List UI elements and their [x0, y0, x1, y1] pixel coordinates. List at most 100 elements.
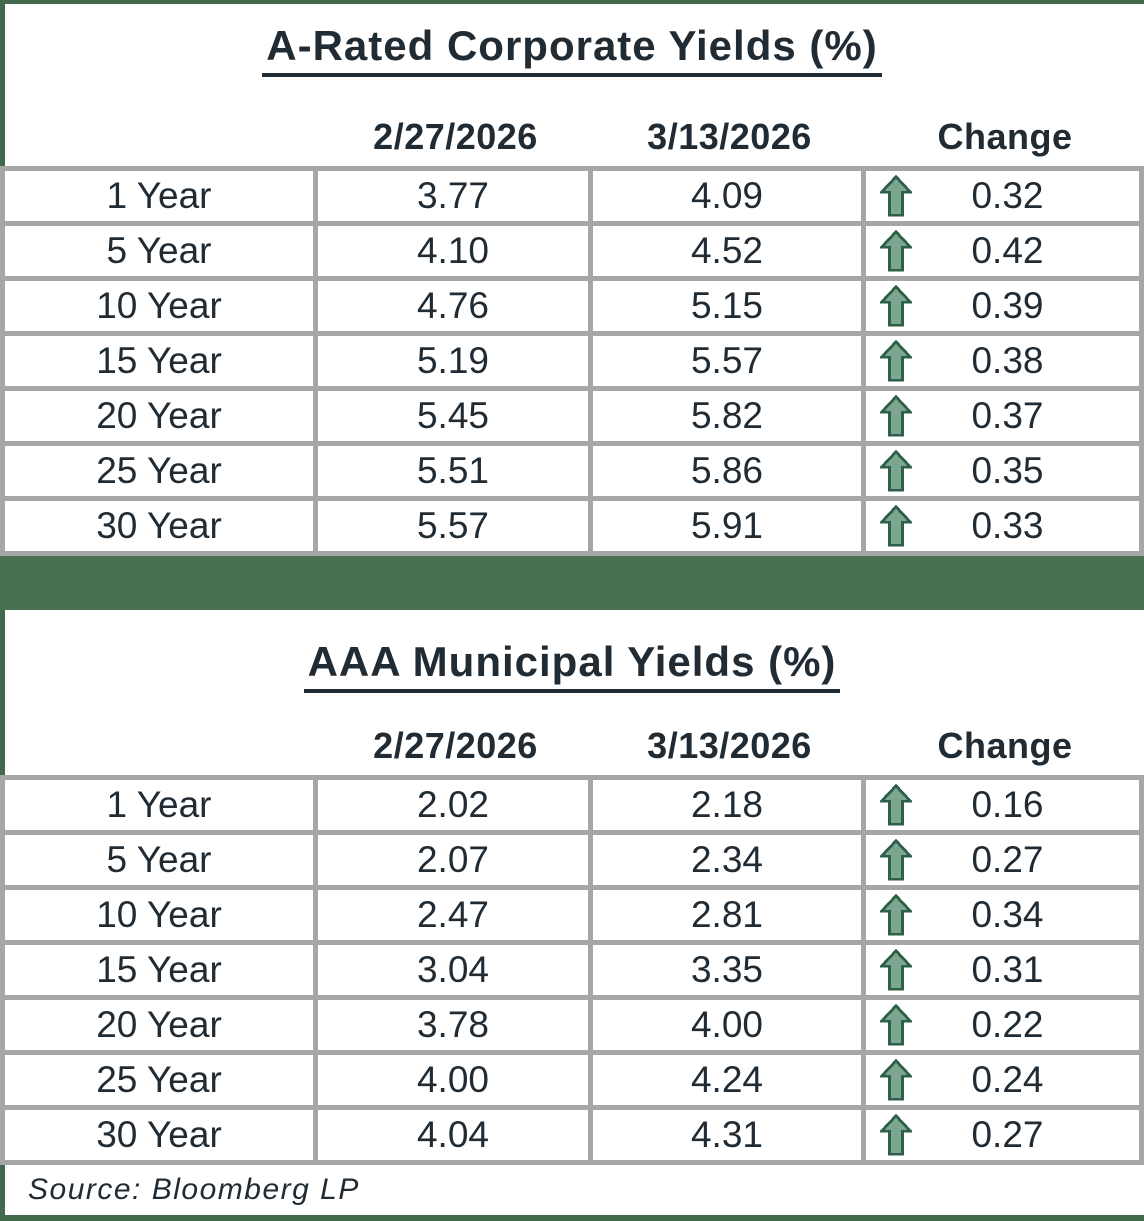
change-value: 0.27	[971, 839, 1044, 880]
maturity-label: 1 Year	[5, 171, 313, 221]
curr-date-yield: 5.82	[593, 391, 861, 441]
up-arrow-icon	[880, 285, 912, 327]
change-cell: 0.31	[866, 945, 1139, 995]
prev-date-yield: 5.51	[318, 446, 588, 496]
curr-date-yield: 2.18	[593, 780, 861, 830]
municipal-yields-table: 1 Year 2.02 2.18 0.16 5 Year 2.07 2.34 0…	[0, 775, 1144, 1165]
section-separator-band	[0, 556, 1144, 610]
up-arrow-icon	[880, 340, 912, 382]
prev-date-yield: 3.77	[318, 171, 588, 221]
maturity-label: 10 Year	[5, 890, 313, 940]
change-value: 0.27	[971, 1114, 1044, 1155]
change-value: 0.31	[971, 949, 1044, 990]
curr-date-yield: 5.86	[593, 446, 861, 496]
maturity-label: 15 Year	[5, 336, 313, 386]
change-value: 0.24	[971, 1059, 1044, 1100]
change-cell: 0.39	[866, 281, 1139, 331]
prev-date-yield: 2.07	[318, 835, 588, 885]
change-value: 0.39	[971, 285, 1044, 326]
top-green-rule	[0, 0, 1144, 4]
municipal-column-headers: 2/27/2026 3/13/2026 Change	[0, 721, 1144, 771]
change-cell: 0.16	[866, 780, 1139, 830]
maturity-label: 20 Year	[5, 1000, 313, 1050]
maturity-label: 1 Year	[5, 780, 313, 830]
prev-date-yield: 3.04	[318, 945, 588, 995]
prev-date-yield: 3.78	[318, 1000, 588, 1050]
column-header-change: Change	[937, 725, 1073, 766]
source-row: Source: Bloomberg LP	[0, 1165, 1144, 1215]
curr-date-yield: 4.24	[593, 1055, 861, 1105]
curr-date-yield: 3.35	[593, 945, 861, 995]
column-header-change: Change	[937, 116, 1073, 157]
prev-date-yield: 2.47	[318, 890, 588, 940]
up-arrow-icon	[880, 1114, 912, 1156]
column-header-curr-date: 3/13/2026	[647, 116, 812, 157]
up-arrow-icon	[880, 1059, 912, 1101]
curr-date-yield: 4.31	[593, 1110, 861, 1160]
curr-date-yield: 4.09	[593, 171, 861, 221]
prev-date-yield: 4.00	[318, 1055, 588, 1105]
municipal-table-title: AAA Municipal Yields (%)	[303, 638, 841, 693]
up-arrow-icon	[880, 175, 912, 217]
up-arrow-icon	[880, 395, 912, 437]
up-arrow-icon	[880, 505, 912, 547]
source-note: Source: Bloomberg LP	[28, 1173, 360, 1206]
prev-date-yield: 2.02	[318, 780, 588, 830]
prev-date-yield: 4.04	[318, 1110, 588, 1160]
up-arrow-icon	[880, 784, 912, 826]
change-value: 0.22	[971, 1004, 1044, 1045]
prev-date-yield: 4.76	[318, 281, 588, 331]
curr-date-yield: 5.57	[593, 336, 861, 386]
maturity-label: 30 Year	[5, 1110, 313, 1160]
change-cell: 0.32	[866, 171, 1139, 221]
maturity-label: 5 Year	[5, 835, 313, 885]
maturity-label: 25 Year	[5, 446, 313, 496]
change-value: 0.38	[971, 340, 1044, 381]
up-arrow-icon	[880, 894, 912, 936]
change-value: 0.32	[971, 175, 1044, 216]
corporate-table-title: A-Rated Corporate Yields (%)	[262, 22, 882, 77]
column-header-curr-date: 3/13/2026	[647, 725, 812, 766]
bottom-green-rule	[0, 1215, 1144, 1221]
change-cell: 0.38	[866, 336, 1139, 386]
prev-date-yield: 5.45	[318, 391, 588, 441]
maturity-label: 20 Year	[5, 391, 313, 441]
change-cell: 0.27	[866, 1110, 1139, 1160]
corporate-section-header: A-Rated Corporate Yields (%) 2/27/2026 3…	[0, 4, 1144, 166]
change-cell: 0.35	[866, 446, 1139, 496]
up-arrow-icon	[880, 1004, 912, 1046]
change-cell: 0.27	[866, 835, 1139, 885]
change-value: 0.42	[971, 230, 1044, 271]
change-value: 0.33	[971, 505, 1044, 546]
maturity-label: 25 Year	[5, 1055, 313, 1105]
curr-date-yield: 4.00	[593, 1000, 861, 1050]
change-value: 0.35	[971, 450, 1044, 491]
change-cell: 0.42	[866, 226, 1139, 276]
maturity-label: 5 Year	[5, 226, 313, 276]
curr-date-yield: 2.81	[593, 890, 861, 940]
curr-date-yield: 2.34	[593, 835, 861, 885]
up-arrow-icon	[880, 949, 912, 991]
left-green-rule	[0, 0, 5, 1221]
prev-date-yield: 5.57	[318, 501, 588, 551]
change-cell: 0.33	[866, 501, 1139, 551]
curr-date-yield: 4.52	[593, 226, 861, 276]
municipal-section-header: AAA Municipal Yields (%) 2/27/2026 3/13/…	[0, 610, 1144, 775]
change-cell: 0.37	[866, 391, 1139, 441]
column-header-prev-date: 2/27/2026	[373, 116, 538, 157]
curr-date-yield: 5.15	[593, 281, 861, 331]
prev-date-yield: 5.19	[318, 336, 588, 386]
maturity-label: 15 Year	[5, 945, 313, 995]
change-cell: 0.34	[866, 890, 1139, 940]
maturity-label: 30 Year	[5, 501, 313, 551]
change-value: 0.37	[971, 395, 1044, 436]
change-cell: 0.22	[866, 1000, 1139, 1050]
corporate-column-headers: 2/27/2026 3/13/2026 Change	[0, 112, 1144, 162]
change-value: 0.16	[971, 784, 1044, 825]
column-header-prev-date: 2/27/2026	[373, 725, 538, 766]
up-arrow-icon	[880, 230, 912, 272]
maturity-label: 10 Year	[5, 281, 313, 331]
up-arrow-icon	[880, 450, 912, 492]
